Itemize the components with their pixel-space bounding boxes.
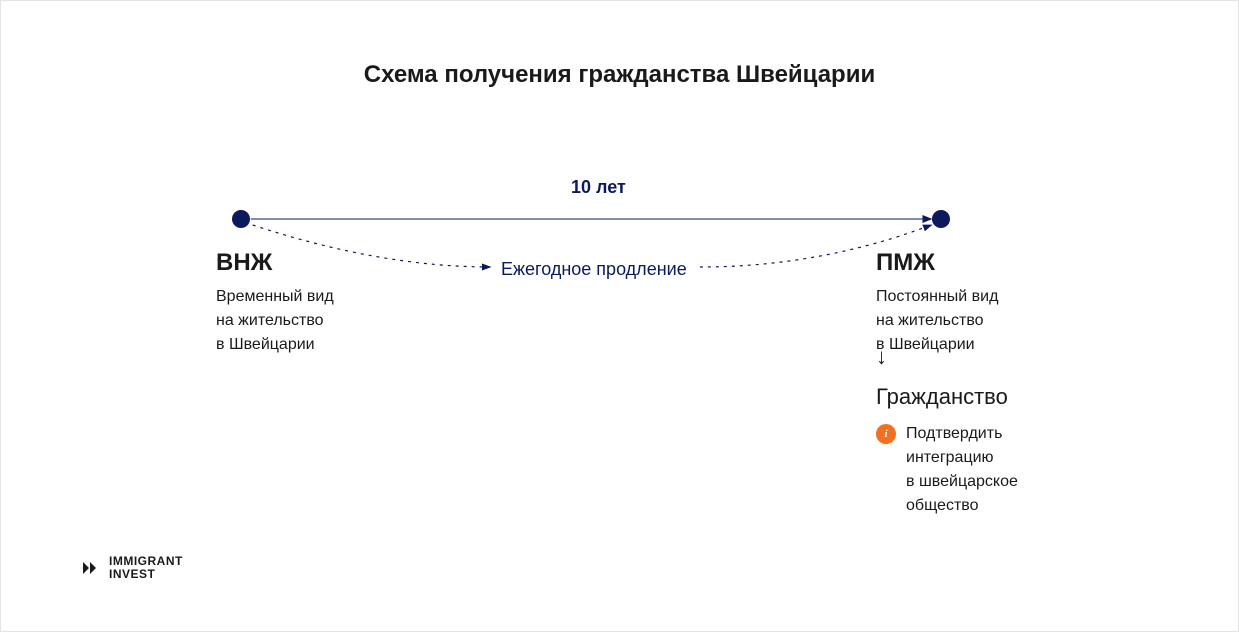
citizenship-info-text: Подтвердитьинтеграциюв швейцарскоеобщест… [906, 422, 1018, 518]
logo-line2: INVEST [109, 568, 183, 581]
stage-pmzh-heading: ПМЖ [876, 249, 998, 277]
infographic-container: Схема получения гражданства Швейцарии 10… [1, 1, 1238, 631]
citizenship-heading: Гражданство [876, 384, 1018, 410]
stage-vnzh: ВНЖ Временный видна жительствов Швейцари… [216, 249, 334, 357]
info-icon: i [876, 424, 896, 444]
mid-label: Ежегодное продление [501, 259, 687, 280]
brand-logo: IMMIGRANT INVEST [81, 555, 183, 581]
page-title: Схема получения гражданства Швейцарии [81, 61, 1158, 89]
citizenship-diagram: 10 лет Ежегодное продление ВНЖ Временный… [81, 169, 1158, 529]
logo-mark-icon [81, 558, 101, 578]
node-vnzh [232, 210, 250, 228]
stage-vnzh-desc: Временный видна жительствов Швейцарии [216, 285, 334, 357]
stage-citizenship: Гражданство i Подтвердитьинтеграциюв шве… [876, 384, 1018, 518]
stage-pmzh-desc: Постоянный видна жительствов Швейцарии [876, 285, 998, 357]
stage-pmzh: ПМЖ Постоянный видна жительствов Швейцар… [876, 249, 998, 357]
stage-vnzh-heading: ВНЖ [216, 249, 334, 277]
logo-line1: IMMIGRANT [109, 555, 183, 568]
arrow-down-icon: ↓ [876, 344, 887, 370]
citizenship-info: i Подтвердитьинтеграциюв швейцарскоеобще… [876, 422, 1018, 518]
node-pmzh [932, 210, 950, 228]
logo-text: IMMIGRANT INVEST [109, 555, 183, 581]
duration-label: 10 лет [571, 177, 626, 198]
